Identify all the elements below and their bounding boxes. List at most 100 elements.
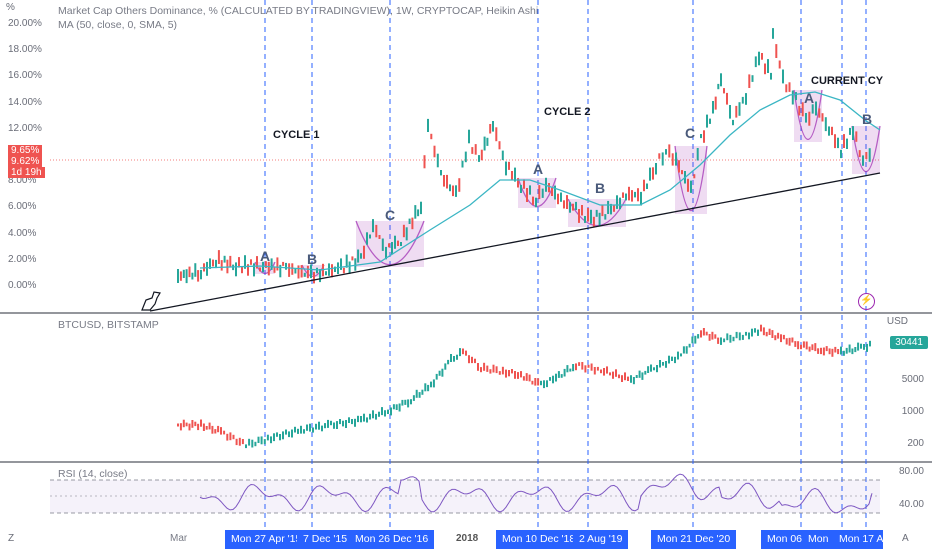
btc-candle	[822, 347, 825, 356]
dominance-candle	[572, 203, 574, 211]
btc-candle	[802, 341, 805, 348]
dominance-candle	[785, 84, 788, 93]
btc-candle	[462, 348, 464, 355]
dominance-candle	[661, 152, 664, 166]
btc-candle	[825, 346, 828, 352]
btc-candle	[534, 378, 537, 386]
dominance-candle	[381, 238, 384, 251]
dominance-candle	[267, 261, 270, 276]
dominance-candle	[508, 161, 510, 170]
timezone-button[interactable]: Z	[8, 533, 15, 544]
dominance-candle	[400, 242, 402, 246]
rsi-line	[199, 473, 873, 514]
dominance-candle	[693, 174, 696, 179]
dominance-candle	[778, 60, 781, 69]
dominance-candle	[818, 108, 821, 118]
dominance-candle	[604, 214, 607, 220]
btc-candle	[811, 344, 814, 351]
dominance-candle	[316, 267, 318, 274]
btc-candle	[596, 366, 599, 371]
dominance-candle	[590, 209, 592, 224]
btc-candle	[257, 436, 260, 443]
dominance-candle	[625, 193, 627, 201]
rsi-band	[50, 480, 880, 513]
btc-candle	[808, 346, 811, 352]
btc-candle	[468, 355, 470, 364]
dominance-candle	[687, 178, 689, 192]
dominance-candle	[328, 263, 330, 276]
dominance-candle	[706, 114, 708, 128]
btc-candle	[514, 371, 516, 379]
btc-candle	[471, 356, 473, 364]
btc-candle	[336, 421, 338, 429]
btc-candle	[700, 330, 702, 338]
btc-candle	[575, 363, 577, 371]
btc-candle	[387, 409, 389, 414]
dominance-candle	[325, 271, 327, 276]
btc-candle	[282, 431, 284, 440]
btc-candle	[630, 375, 632, 383]
main-series-title[interactable]: Market Cap Others Dominance, % (CALCULAT…	[58, 5, 539, 17]
dominance-candle	[637, 188, 639, 202]
dominance-candle	[696, 148, 699, 161]
btc-candle	[450, 354, 452, 362]
dominance-candle	[690, 180, 692, 193]
dominance-candle	[514, 167, 516, 182]
dominance-candle	[220, 260, 223, 271]
btc-candle	[705, 331, 708, 336]
dominance-candle	[188, 266, 191, 278]
dominance-candle	[334, 266, 336, 272]
auto-scale-button[interactable]: A	[902, 533, 909, 544]
dominance-candle	[279, 264, 282, 278]
btc-candle	[315, 423, 317, 430]
btc-tick-200: 200	[907, 438, 924, 449]
dominance-candle	[548, 183, 550, 193]
btc-candle	[581, 362, 584, 370]
dominance-candle	[511, 171, 513, 181]
btc-candle	[522, 376, 525, 381]
btc-candle	[191, 420, 194, 428]
btc-candle	[656, 365, 658, 373]
btc-candle	[528, 374, 531, 382]
dominance-candle	[535, 197, 537, 208]
support-trend-line	[149, 172, 881, 312]
btc-pane-title[interactable]: BTCUSD, BITSTAMP	[58, 319, 159, 331]
dominance-candle	[360, 253, 362, 259]
dominance-candle	[834, 134, 836, 149]
btc-candle	[621, 375, 623, 382]
dominance-candle	[646, 183, 648, 189]
btc-candle	[555, 373, 557, 382]
btc-candle	[345, 420, 347, 428]
x-tag-10-dec-18: Mon 10 Dec '18	[496, 530, 582, 549]
dominance-candle	[244, 255, 246, 269]
replay-bolt-icon[interactable]: ⚡	[858, 293, 875, 310]
dominance-candle	[310, 264, 312, 279]
btc-candle	[609, 372, 611, 376]
dominance-candle	[259, 267, 261, 272]
btc-candle	[483, 362, 486, 371]
dominance-candle	[751, 75, 754, 82]
dominance-candle	[235, 262, 237, 277]
dominance-candle	[385, 246, 387, 260]
btc-candle	[266, 434, 269, 441]
btc-candle	[600, 369, 602, 374]
point-label-b: B	[862, 111, 872, 127]
rsi-tick-80: 80.00	[898, 466, 924, 477]
dino-icon	[141, 291, 161, 311]
dominance-candle	[563, 200, 565, 209]
point-label-c: C	[685, 125, 695, 141]
pct-tick-label: 18.00%	[8, 44, 42, 56]
dominance-candle	[529, 185, 531, 195]
rsi-pane-title[interactable]: RSI (14, close)	[58, 468, 128, 480]
dominance-candle	[215, 259, 217, 269]
btc-candle	[217, 425, 220, 433]
ma-indicator-title[interactable]: MA (50, close, 0, SMA, 5)	[58, 19, 178, 31]
point-label-c: C	[385, 207, 395, 223]
dominance-candle	[285, 262, 287, 270]
btc-currency-label: USD	[886, 316, 908, 327]
btc-candle	[245, 444, 247, 449]
dominance-candle	[658, 153, 661, 159]
btc-candle	[866, 343, 868, 352]
